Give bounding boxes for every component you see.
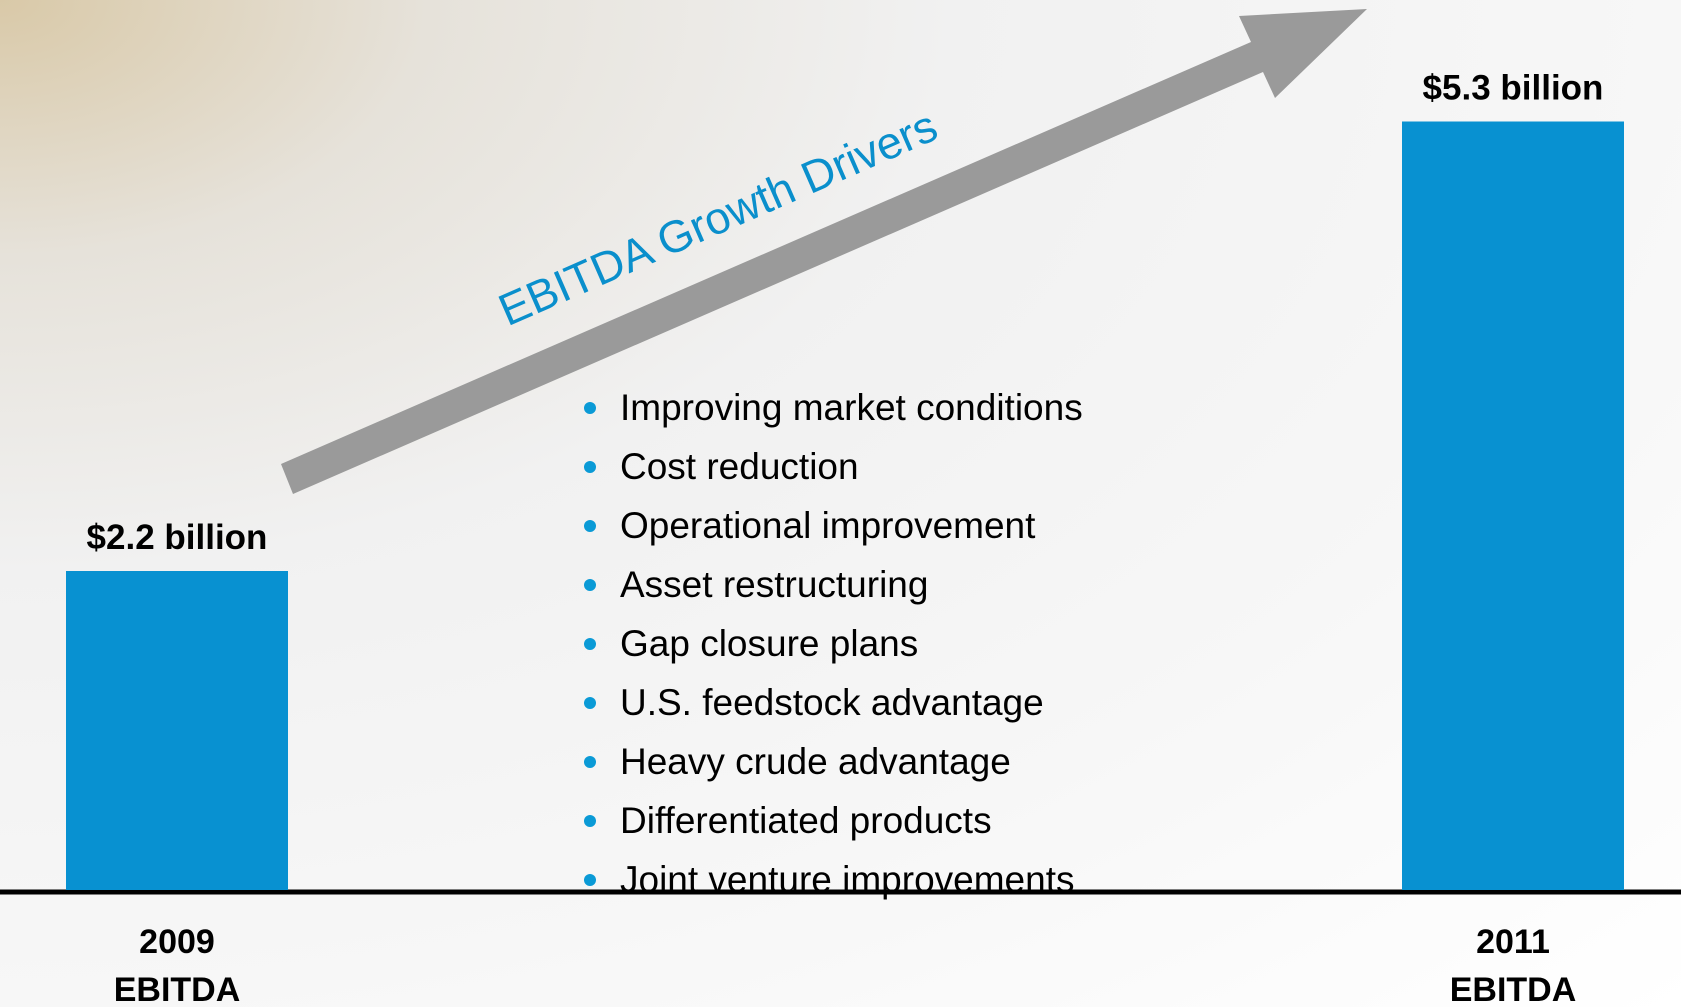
driver-item: Gap closure plans <box>580 614 1083 673</box>
driver-item: Improving market conditions <box>580 378 1083 437</box>
category-label: 2011 EBITDA <box>1449 923 1577 1007</box>
growth-arrow <box>281 9 1367 494</box>
driver-item: Cost reduction <box>580 437 1083 496</box>
value-label: $2.2 billion <box>87 518 268 557</box>
category-label: 2009 EBITDA <box>113 923 241 1007</box>
driver-item: Differentiated products <box>580 791 1083 850</box>
bar <box>66 571 288 890</box>
driver-list: Improving market conditions Cost reductio… <box>580 378 1083 909</box>
driver-item: Operational improvement <box>580 496 1083 555</box>
driver-item: Asset restructuring <box>580 555 1083 614</box>
value-label: $5.3 billion <box>1423 69 1604 108</box>
driver-item: Joint venture improvements <box>580 850 1083 909</box>
driver-item: Heavy crude advantage <box>580 732 1083 791</box>
bar <box>1402 121 1624 890</box>
driver-item: U.S. feedstock advantage <box>580 673 1083 732</box>
